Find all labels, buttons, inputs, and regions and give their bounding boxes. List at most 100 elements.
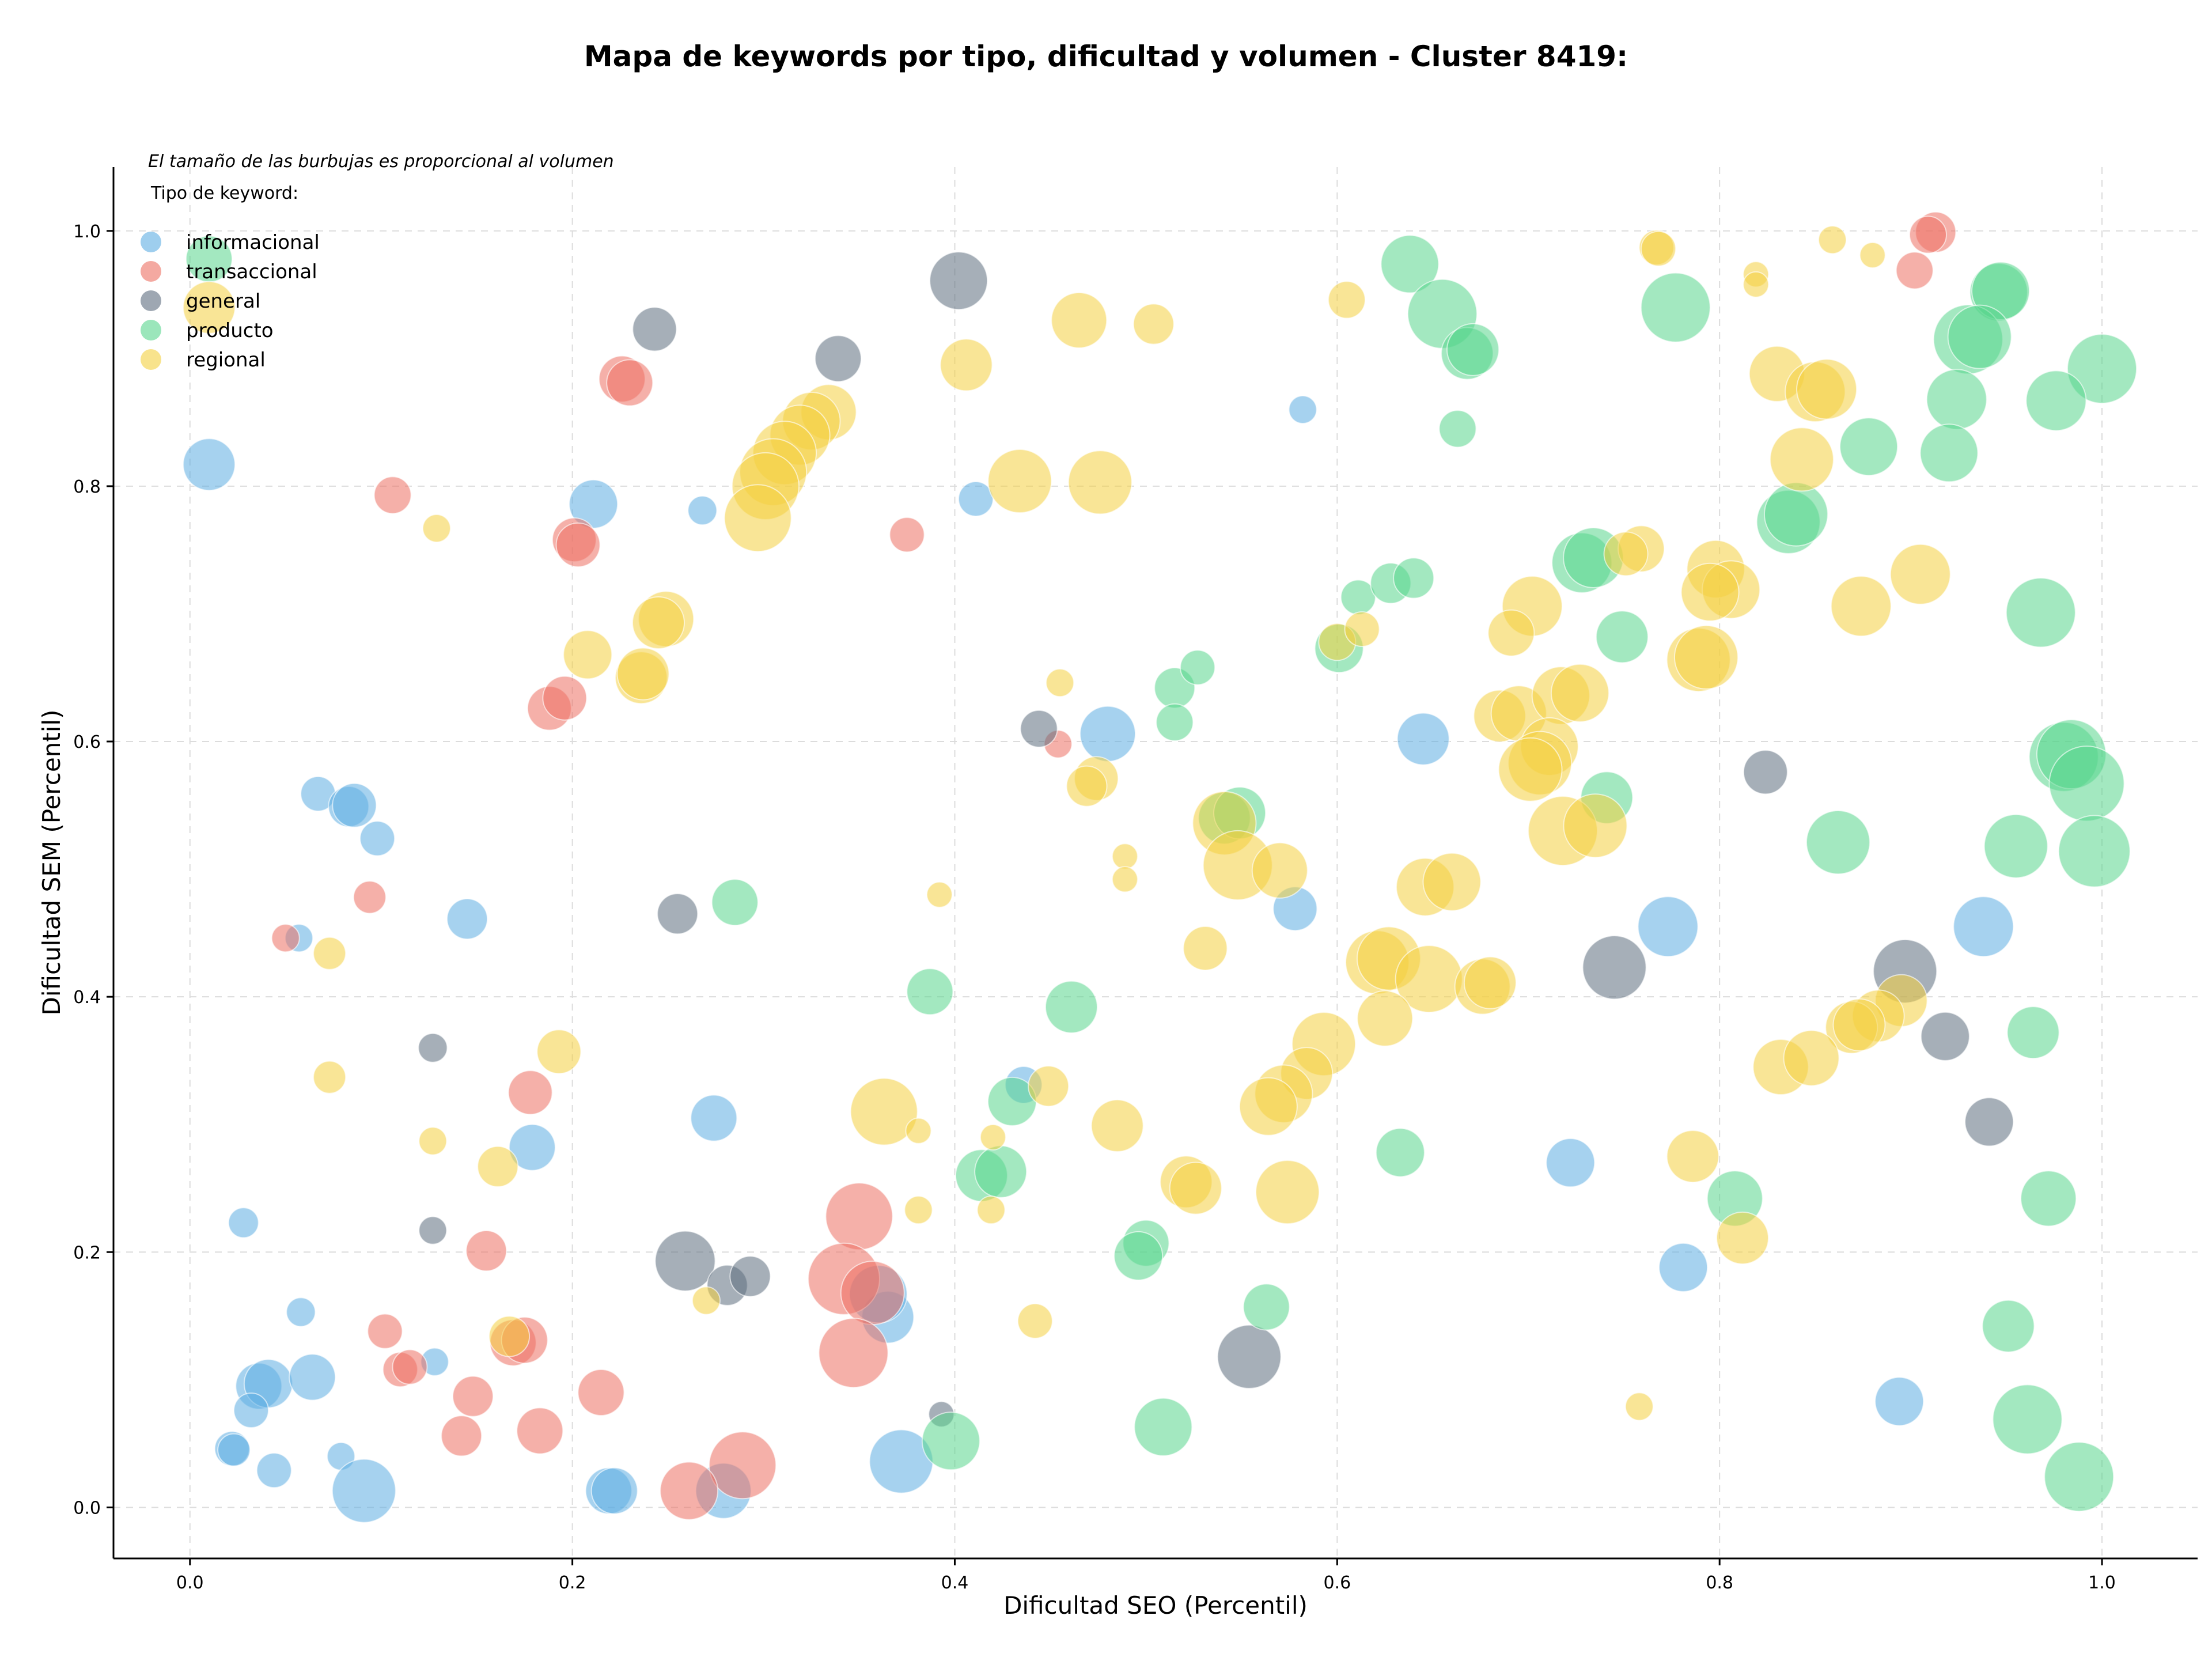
bubble-regional [1889,543,1951,605]
bubble-transaccional [1895,251,1934,290]
bubble-regional [563,630,613,680]
bubble-general [1920,1011,1970,1061]
bubble-transaccional [373,476,412,514]
bubble-producto [2020,1170,2077,1227]
x-tick-label: 0.4 [941,1573,969,1593]
bubble-regional [976,1195,1006,1225]
bubble-producto [2006,1006,2060,1060]
bubble-general [1582,935,1647,1000]
bubble-informacional [286,1297,316,1327]
bubble-informacional [687,495,718,525]
axes [112,167,2198,1560]
bubble-producto [1393,557,1435,599]
x-tick-label: 0.2 [559,1573,586,1593]
bubble-regional [1624,1392,1654,1421]
bubble-transaccional [507,1070,553,1115]
bubble-regional [1563,793,1628,858]
bubble-regional [1344,611,1380,648]
bubble-producto [2048,746,2125,822]
bubble-regional [1183,925,1228,971]
bubble-regional [724,484,792,553]
bubble-informacional [217,1433,251,1467]
bubble-informacional [957,481,994,517]
bubble-regional [1067,450,1132,515]
bubble-transaccional [555,522,601,567]
bubble-producto [2067,334,2138,404]
bubble-producto [1375,1127,1425,1178]
y-tick-label: 0.4 [73,987,101,1008]
bubble-informacional [1658,1242,1709,1292]
legend-title: Tipo de keyword: [150,183,298,203]
bubble-regional [1357,990,1414,1047]
x-tick-label: 0.6 [1323,1573,1351,1593]
bubble-regional [1028,1065,1070,1107]
bubble-producto [1640,272,1711,343]
legend-label-informacional: informacional [186,231,320,254]
bubble-informacional [332,782,377,828]
bubble-regional [1680,562,1740,622]
bubble-informacional [256,1452,292,1489]
bubble-informacional [508,1123,556,1171]
bubble-general [1020,709,1058,748]
x-tick-label: 0.0 [176,1573,204,1593]
bubble-regional [313,1060,347,1094]
bubble-producto [1947,304,2012,369]
bubble-informacional [359,820,396,857]
bubble-regional [1832,998,1886,1051]
bubble-producto [1983,814,2048,879]
bubble-regional [979,1123,1006,1151]
x-axis-label: Dificultad SEO (Percentil) [1003,1591,1308,1620]
bubble-producto [1805,810,1870,875]
bubble-producto [921,1412,980,1471]
legend-marker-informacional [141,232,161,252]
bubble-producto [1156,703,1194,741]
x-tick-label: 1.0 [2088,1573,2116,1593]
bubble-informacional [446,898,488,940]
bubble-regional [1463,956,1517,1009]
legend-label-general: general [186,290,260,313]
bubble-regional [850,1077,918,1146]
bubble-informacional [1546,1138,1596,1188]
bubble-transaccional [1908,215,1947,254]
bubble-producto [1446,323,1499,376]
bubble-transaccional [452,1375,494,1417]
bubble-general [729,1255,771,1297]
bubble-regional [1830,576,1892,637]
bubble-transaccional [889,517,925,553]
bubble-regional [1769,427,1834,492]
legend-marker-producto [141,320,161,340]
chart-title: Mapa de keywords por tipo, dificultad y … [584,40,1628,73]
bubble-general [929,251,988,311]
bubble-producto [2044,1441,2115,1512]
bubble-regional [987,449,1052,514]
bubble-regional [182,281,236,334]
bubble-regional [1017,1303,1053,1339]
bubble-regional [313,936,347,970]
bubble-regional [1498,737,1563,802]
bubble-regional [904,1195,933,1225]
bubble-general [418,1216,448,1245]
bubble-regional [1487,609,1535,657]
bubble-regional [926,881,953,908]
bubble-regional [1640,230,1676,267]
bubble-regional [631,596,685,649]
bubble-regional [1238,1077,1298,1136]
bubble-regional [1859,241,1886,268]
bubble-regional [536,1029,582,1074]
y-ticks: 0.0 0.2 0.4 0.6 0.8 1.0 [73,222,113,1518]
bubble-regional [1818,225,1847,255]
bubble-producto [711,879,759,926]
bubble-producto [1113,1231,1164,1281]
bubble-regional [1422,852,1482,911]
bubble-informacional [1874,1376,1925,1427]
x-tick-label: 0.8 [1706,1573,1733,1593]
bubble-general [1217,1324,1282,1389]
bubble-producto [1763,482,1828,547]
bubble-size-note: El tamaño de las burbujas es proporciona… [148,152,614,172]
bubble-regional [940,338,993,392]
bubble-regional [1046,668,1075,698]
bubble-producto [974,1145,1028,1198]
bubble-transaccional [367,1313,403,1349]
bubble-producto [2005,577,2076,648]
